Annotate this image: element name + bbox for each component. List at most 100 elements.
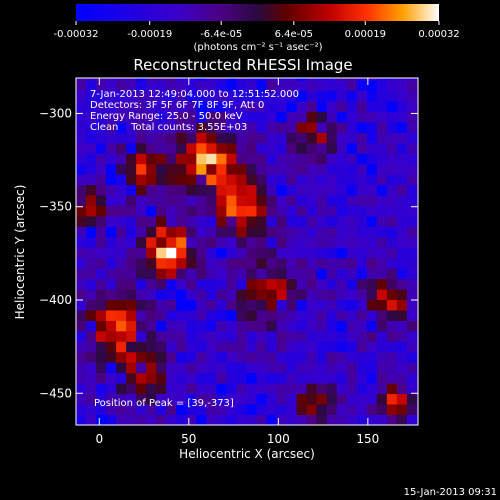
heatmap-cell [166, 101, 177, 112]
heatmap-cell [76, 393, 87, 405]
heatmap-cell [246, 216, 257, 227]
heatmap-cell [196, 111, 207, 123]
heatmap-cell [396, 404, 408, 415]
heatmap-cell [376, 111, 388, 123]
heatmap-cell [336, 320, 348, 332]
heatmap-cell [296, 320, 308, 332]
heatmap-cell [346, 226, 358, 238]
heatmap-cell [236, 268, 247, 280]
heatmap-cell [266, 236, 277, 248]
heatmap-cell [346, 404, 358, 415]
heatmap-cell [116, 310, 127, 321]
heatmap-cell [406, 310, 418, 321]
heatmap-cell [126, 90, 137, 102]
heatmap-cell [246, 132, 257, 144]
heatmap-cell [386, 351, 398, 363]
heatmap-cell [396, 341, 408, 353]
heatmap-cell [336, 101, 348, 112]
heatmap-cell [156, 351, 167, 363]
heatmap-cell [306, 122, 318, 133]
heatmap-cell [376, 205, 388, 217]
heatmap-cell [136, 174, 147, 186]
heatmap-cell [256, 278, 267, 290]
heatmap-cell [206, 80, 217, 92]
heatmap-cell [356, 362, 368, 374]
heatmap-cell [116, 226, 127, 238]
heatmap-cell [396, 90, 408, 102]
heatmap-cell [216, 80, 227, 92]
heatmap-cell [386, 289, 398, 301]
heatmap-cell [156, 184, 167, 196]
heatmap-cell [346, 393, 358, 405]
heatmap-cell [286, 299, 297, 311]
heatmap-cell [116, 257, 127, 269]
heatmap-cell [266, 174, 277, 186]
heatmap-cell [326, 226, 338, 238]
heatmap-cell [286, 205, 297, 217]
heatmap-cell [156, 299, 167, 311]
heatmap-cell [306, 351, 318, 363]
heatmap-cell [76, 153, 87, 165]
heatmap-cell [366, 268, 378, 280]
heatmap-cell [216, 226, 227, 238]
heatmap-cell [196, 310, 207, 321]
heatmap-cell [236, 247, 247, 259]
heatmap-cell [326, 205, 338, 217]
heatmap-cell [136, 122, 147, 133]
heatmap-cell [196, 393, 207, 405]
heatmap-cell [256, 310, 267, 321]
heatmap-cell [176, 310, 187, 321]
y-tick-label: −400 [39, 293, 72, 307]
heatmap-cell [296, 80, 308, 92]
heatmap-cell [276, 247, 287, 259]
heatmap-cell [146, 90, 157, 102]
heatmap-cell [306, 341, 318, 353]
heatmap-cell [136, 310, 147, 321]
heatmap-cell [356, 247, 368, 259]
heatmap-cell [326, 132, 338, 144]
heatmap-cell [316, 236, 328, 248]
heatmap-cell [106, 247, 117, 259]
heatmap-cell [356, 132, 368, 144]
heatmap-cell [406, 383, 418, 395]
heatmap-cell [126, 122, 137, 133]
heatmap-cell [296, 142, 308, 154]
heatmap-cell [256, 320, 267, 332]
heatmap-cell [236, 101, 247, 112]
heatmap-cell [126, 153, 137, 165]
heatmap-cell [116, 289, 127, 301]
heatmap-cell [166, 78, 177, 81]
heatmap-cell [166, 257, 177, 269]
heatmap-cell [136, 247, 147, 259]
heatmap-cell [176, 289, 187, 301]
heatmap-cell [106, 310, 117, 321]
heatmap-cell [306, 289, 318, 301]
heatmap-cell [406, 174, 418, 186]
heatmap-cell [396, 310, 408, 321]
heatmap-cell [296, 153, 308, 165]
heatmap-cell [106, 205, 117, 217]
heatmap-cell [256, 299, 267, 311]
heatmap-cell [76, 122, 87, 133]
heatmap-cell [156, 101, 167, 112]
heatmap-cell [276, 101, 287, 112]
heatmap-cell [316, 383, 328, 395]
heatmap-cell [386, 247, 398, 259]
heatmap-cell [236, 414, 247, 426]
heatmap-cell [336, 226, 348, 238]
heatmap-cell [116, 205, 127, 217]
heatmap-cell [356, 268, 368, 280]
heatmap-cell [226, 383, 237, 395]
heatmap-cell [96, 101, 107, 112]
heatmap-cell [286, 330, 297, 342]
heatmap-cell [96, 278, 107, 290]
heatmap-cell [366, 278, 378, 290]
heatmap-cell [406, 216, 418, 227]
heatmap-cell [246, 310, 257, 321]
heatmap-cell [106, 101, 117, 112]
heatmap-cell [306, 278, 318, 290]
heatmap-cell [226, 163, 237, 175]
heatmap-cell [196, 122, 207, 133]
heatmap-cell [376, 268, 388, 280]
heatmap-cell [176, 299, 187, 311]
